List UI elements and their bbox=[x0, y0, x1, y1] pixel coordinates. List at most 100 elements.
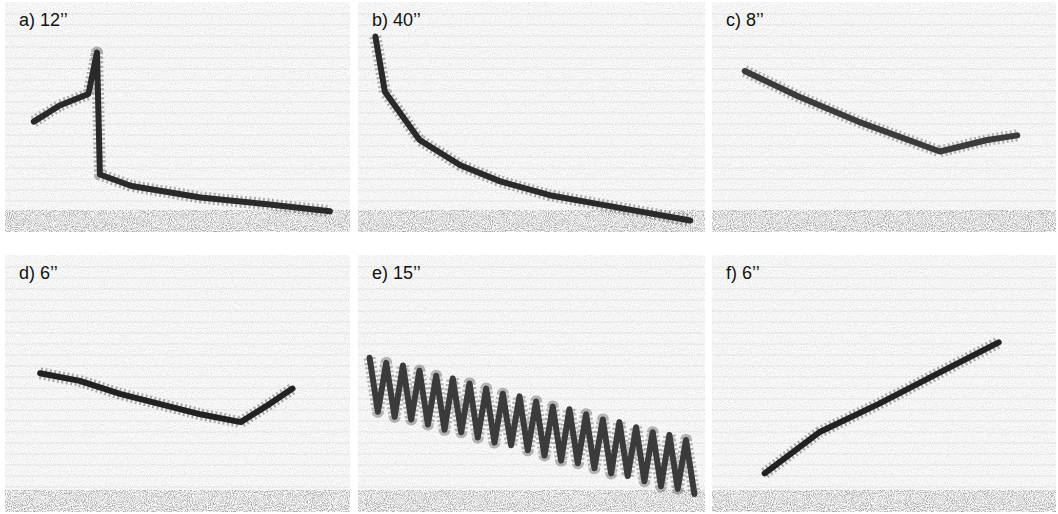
background-line bbox=[5, 432, 350, 433]
background-line bbox=[5, 333, 350, 334]
background-line bbox=[358, 201, 705, 202]
trace-texture bbox=[40, 373, 292, 422]
background-line bbox=[712, 487, 1056, 488]
trace-texture bbox=[765, 342, 999, 473]
background-line bbox=[712, 432, 1056, 433]
panel-title: c) 8’’ bbox=[726, 10, 764, 30]
panel: f) 6’’ bbox=[712, 255, 1056, 512]
marks bbox=[375, 37, 690, 221]
background-line bbox=[358, 36, 705, 37]
background-line bbox=[712, 69, 1056, 70]
background-line bbox=[5, 344, 350, 345]
panel-background bbox=[358, 2, 705, 232]
noise-band bbox=[5, 490, 350, 512]
panel-noise bbox=[358, 255, 705, 512]
panel-noise bbox=[5, 255, 350, 512]
panel-noise bbox=[358, 2, 705, 232]
panel-title: e) 15’’ bbox=[372, 263, 421, 283]
background-line bbox=[358, 355, 705, 356]
panel-noise bbox=[5, 2, 350, 232]
noise-band bbox=[712, 210, 1056, 232]
background-line bbox=[5, 179, 350, 180]
background-line bbox=[712, 36, 1056, 37]
call-trace bbox=[765, 342, 999, 473]
background-line bbox=[5, 311, 350, 312]
background-line bbox=[5, 146, 350, 147]
background-line bbox=[358, 69, 705, 70]
background-line bbox=[712, 443, 1056, 444]
background-line bbox=[358, 157, 705, 158]
panel: c) 8’’ bbox=[712, 2, 1056, 232]
background-line bbox=[712, 289, 1056, 290]
background-line bbox=[358, 366, 705, 367]
background-line bbox=[712, 377, 1056, 378]
noise-band bbox=[712, 490, 1056, 512]
background-line bbox=[358, 102, 705, 103]
background-line bbox=[712, 421, 1056, 422]
background-line bbox=[712, 58, 1056, 59]
background-line bbox=[358, 476, 705, 477]
background-line bbox=[358, 135, 705, 136]
background-line bbox=[712, 201, 1056, 202]
background-line bbox=[358, 58, 705, 59]
marks bbox=[370, 358, 695, 494]
background-line bbox=[712, 179, 1056, 180]
background-line bbox=[712, 465, 1056, 466]
background-line bbox=[712, 102, 1056, 103]
background-line bbox=[5, 47, 350, 48]
background-line bbox=[712, 157, 1056, 158]
panel-noise bbox=[712, 255, 1056, 512]
panel-background bbox=[5, 255, 350, 512]
background-line bbox=[5, 190, 350, 191]
panel: e) 15’’ bbox=[358, 255, 705, 512]
background-line bbox=[358, 146, 705, 147]
background-line bbox=[358, 289, 705, 290]
marks bbox=[765, 342, 999, 473]
background-line bbox=[5, 465, 350, 466]
background-line bbox=[5, 80, 350, 81]
panel-title: d) 6’’ bbox=[19, 263, 58, 283]
background-line bbox=[712, 355, 1056, 356]
background-line bbox=[712, 278, 1056, 279]
background-line bbox=[5, 289, 350, 290]
background-line bbox=[5, 322, 350, 323]
background-line bbox=[358, 47, 705, 48]
background-line bbox=[358, 322, 705, 323]
background-line bbox=[712, 146, 1056, 147]
background-line bbox=[712, 410, 1056, 411]
background-line bbox=[712, 113, 1056, 114]
background-line bbox=[712, 333, 1056, 334]
background-line bbox=[5, 443, 350, 444]
call-trace bbox=[375, 37, 690, 221]
background-line bbox=[5, 300, 350, 301]
panel-background bbox=[712, 2, 1056, 232]
panel-title: b) 40’’ bbox=[372, 10, 421, 30]
background-line bbox=[358, 333, 705, 334]
panel: b) 40’’ bbox=[358, 2, 705, 232]
background-line bbox=[712, 124, 1056, 125]
panel-background bbox=[358, 255, 705, 512]
background-line bbox=[358, 344, 705, 345]
background-line bbox=[712, 322, 1056, 323]
trace-texture bbox=[370, 358, 695, 494]
background-line bbox=[5, 366, 350, 367]
noise-band bbox=[358, 490, 705, 512]
panel-title: f) 6’’ bbox=[726, 263, 760, 283]
call-trace bbox=[34, 53, 330, 212]
background-line bbox=[5, 355, 350, 356]
background-line bbox=[5, 36, 350, 37]
trace-texture bbox=[375, 37, 690, 221]
background-line bbox=[358, 487, 705, 488]
call-trace bbox=[745, 71, 1018, 152]
background-line bbox=[5, 135, 350, 136]
background-line bbox=[712, 47, 1056, 48]
background-line bbox=[712, 344, 1056, 345]
panel-background bbox=[712, 255, 1056, 512]
marks bbox=[34, 53, 330, 212]
background-line bbox=[5, 476, 350, 477]
background-line bbox=[712, 190, 1056, 191]
background-line bbox=[5, 124, 350, 125]
background-line bbox=[5, 69, 350, 70]
call-trace bbox=[370, 358, 695, 494]
marks bbox=[40, 373, 292, 422]
